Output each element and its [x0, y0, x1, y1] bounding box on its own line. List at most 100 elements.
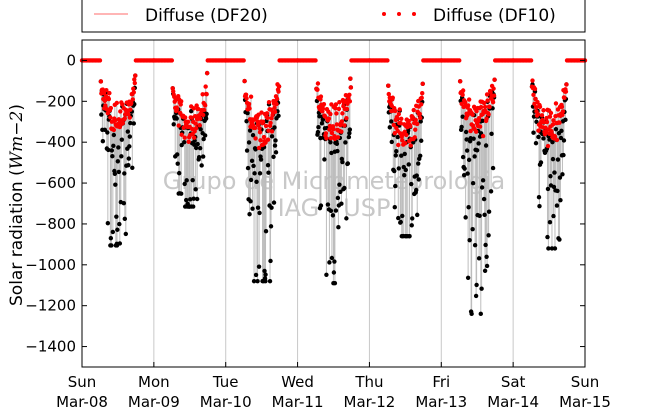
point-df10 — [253, 136, 258, 141]
point-df20 — [193, 145, 199, 151]
point-df10 — [560, 109, 566, 114]
point-df20 — [538, 160, 544, 165]
point-df10 — [103, 103, 108, 108]
point-df10 — [340, 111, 345, 116]
point-df20 — [203, 116, 209, 121]
point-df20 — [325, 202, 331, 207]
point-df10 — [413, 127, 418, 132]
point-df20 — [395, 134, 400, 140]
point-df10 — [339, 119, 345, 124]
point-df10 — [255, 122, 261, 127]
point-df20 — [335, 148, 340, 154]
point-df10 — [488, 89, 493, 95]
point-df10 — [563, 89, 569, 94]
point-df20 — [469, 311, 474, 317]
point-df20 — [460, 154, 466, 160]
point-df10 — [260, 119, 266, 124]
point-df20 — [112, 171, 118, 176]
point-df10 — [200, 92, 205, 97]
point-df20 — [190, 177, 195, 183]
point-df10 — [484, 92, 490, 97]
point-df20 — [334, 141, 340, 146]
point-df10 — [261, 134, 267, 140]
point-df20 — [251, 278, 257, 284]
point-df10 — [114, 100, 120, 106]
point-df20 — [99, 112, 104, 117]
point-df10 — [460, 88, 466, 93]
point-df10 — [544, 119, 550, 125]
point-df20 — [474, 282, 479, 288]
point-df20 — [254, 179, 259, 185]
point-df20 — [268, 258, 273, 264]
x-tick-date-5: Mar-13 — [415, 393, 467, 409]
point-df20 — [329, 150, 334, 156]
point-df20 — [248, 199, 253, 204]
point-df10 — [194, 103, 199, 108]
point-df10 — [408, 143, 413, 148]
point-df10 — [533, 105, 539, 110]
point-df10 — [465, 103, 471, 108]
point-df20 — [536, 195, 542, 200]
point-df20 — [257, 171, 263, 176]
point-df10 — [318, 94, 324, 99]
y-tick-label-0: 0 — [66, 51, 76, 69]
point-df20 — [537, 203, 542, 209]
point-df20 — [559, 128, 564, 134]
legend-dot-df20-3 — [412, 12, 416, 16]
point-df20 — [486, 233, 491, 238]
point-df10 — [404, 132, 409, 138]
point-df20 — [476, 141, 481, 146]
x-tick-date-1: Mar-09 — [128, 393, 180, 409]
point-df20 — [347, 130, 352, 136]
x-tick-date-4: Mar-12 — [344, 393, 396, 409]
point-df20 — [263, 272, 268, 277]
point-df20 — [347, 127, 353, 132]
point-df10 — [553, 101, 559, 106]
point-df20 — [490, 165, 496, 171]
point-df10 — [274, 101, 279, 107]
point-df20 — [250, 206, 255, 211]
point-df20 — [256, 264, 262, 269]
point-df10 — [487, 104, 492, 110]
point-df10 — [559, 104, 565, 110]
point-df10 — [107, 90, 112, 96]
point-df20 — [465, 171, 470, 176]
point-df10 — [413, 117, 418, 123]
point-df10 — [120, 120, 126, 126]
point-df20 — [470, 180, 476, 186]
point-df20 — [460, 114, 465, 119]
point-df20 — [319, 121, 325, 126]
point-df20 — [461, 172, 467, 178]
point-df10 — [347, 99, 353, 104]
point-df10 — [399, 116, 404, 122]
x-tick-day-4: Thu — [354, 373, 383, 391]
point-df10 — [537, 104, 543, 110]
point-df10 — [410, 115, 415, 120]
point-df10 — [130, 97, 135, 102]
point-df20 — [119, 154, 124, 159]
point-df20 — [561, 152, 566, 158]
point-df20 — [199, 163, 204, 168]
point-df20 — [204, 111, 209, 117]
point-df10 — [484, 116, 489, 121]
point-df10 — [111, 127, 117, 133]
point-df20 — [394, 149, 399, 154]
point-df10 — [257, 126, 262, 131]
point-df10-night — [97, 58, 103, 63]
point-df20 — [483, 143, 489, 148]
point-df10 — [397, 107, 402, 112]
point-df20 — [109, 243, 114, 248]
point-df10 — [334, 122, 340, 127]
point-df10 — [386, 83, 391, 88]
point-df10 — [100, 87, 106, 92]
point-df20 — [392, 168, 397, 174]
point-df10 — [336, 106, 342, 112]
point-df10 — [104, 87, 109, 93]
point-df10 — [185, 119, 191, 125]
point-df20 — [181, 139, 187, 145]
point-df20 — [188, 108, 194, 114]
point-df10 — [552, 134, 558, 139]
point-df10 — [477, 124, 483, 129]
point-df10 — [197, 116, 203, 121]
x-tick-day-7: Sun — [571, 373, 600, 391]
